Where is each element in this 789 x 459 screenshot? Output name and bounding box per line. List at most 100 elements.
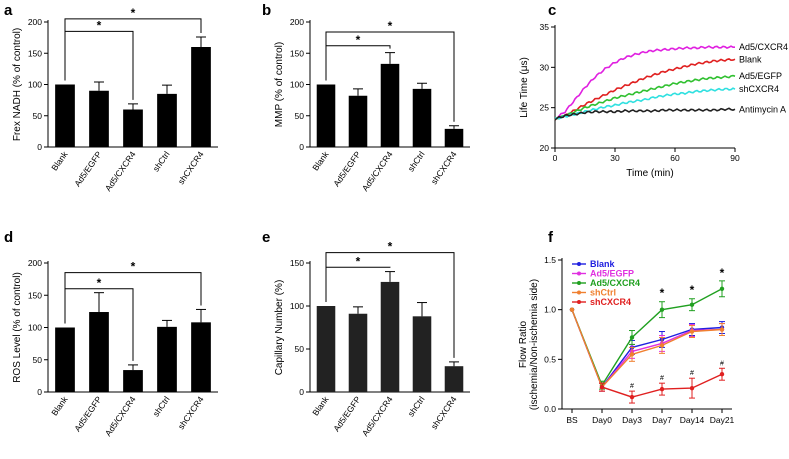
point-f-Ad5/CXCR4	[659, 307, 665, 312]
panel-label-c: c	[548, 2, 556, 19]
legend-label-Ad5/CXCR4: Ad5/CXCR4	[590, 278, 640, 288]
line-series-Blank	[554, 58, 736, 121]
significance-star-a: *	[97, 18, 102, 32]
line-series-Ad5/CXCR4	[554, 45, 735, 120]
annotation-f: #	[690, 370, 694, 377]
legend-label-shCtrl: shCtrl	[590, 288, 616, 298]
significance-star-d: *	[97, 276, 102, 290]
xtick-label-d: Ad5/EGFP	[72, 394, 104, 433]
legend-marker-shCXCR4	[577, 300, 581, 304]
panel-c-xtick-label: 30	[610, 153, 620, 163]
panel-f-ylabel-2: (ischemia/Non-ischemia side)	[529, 279, 540, 410]
panel-a-ytick-label: 200	[28, 17, 42, 27]
panel-f-xtick-label: BS	[566, 415, 578, 425]
xtick-label-b: Ad5/CXCR4	[360, 149, 395, 193]
panel-f-xtick-label: Day0	[592, 415, 612, 425]
bar-d-Ad5/CXCR4	[123, 370, 143, 392]
point-f-shCXCR4	[629, 394, 635, 400]
panel-d-ylabel: ROS Level (% of control)	[12, 272, 23, 383]
legend-marker-Ad5/CXCR4	[577, 281, 581, 285]
xtick-label-b: Ad5/EGFP	[331, 149, 363, 188]
panel-label-d: d	[4, 229, 13, 246]
panel-c-ytick-label: 20	[540, 143, 550, 153]
line-series-Ad5/EGFP	[571, 309, 723, 389]
bar-b-Blank	[316, 84, 336, 147]
line-series-Ad5/EGFP	[554, 74, 736, 120]
line-series-Blank	[571, 309, 723, 389]
bar-a-shCXCR4	[191, 47, 211, 147]
annotation-f: #	[720, 360, 724, 367]
panel-e-ylabel: Capillary Number (%)	[274, 280, 285, 376]
panel-a-ytick-label: 150	[28, 48, 42, 58]
panel-c-xtick-label: 0	[553, 153, 558, 163]
bar-a-Ad5/CXCR4	[123, 109, 143, 147]
panel-label-e: e	[262, 229, 270, 246]
significance-star-e: *	[388, 240, 393, 254]
xtick-label-b: shCXCR4	[429, 149, 459, 186]
xtick-label-a: shCtrl	[151, 149, 172, 173]
xtick-label-e: Ad5/EGFP	[331, 394, 363, 433]
panel-f-xtick-label: Day21	[710, 415, 735, 425]
panel-a-ytick-label: 0	[37, 142, 42, 152]
panel-c-ytick-label: 35	[540, 22, 550, 32]
point-f-shCXCR4	[599, 384, 605, 390]
panel-d-ytick-label: 200	[28, 258, 42, 268]
panel-a-ytick-label: 50	[33, 111, 43, 121]
xtick-label-b: Blank	[310, 149, 331, 173]
panel-label-a: a	[4, 2, 13, 19]
point-f-shCXCR4	[689, 385, 695, 391]
panel-b-ytick-label: 0	[299, 142, 304, 152]
panel-f-ytick-label: 0.5	[544, 354, 556, 364]
bar-e-Ad5/EGFP	[348, 313, 368, 392]
xtick-label-d: Ad5/CXCR4	[103, 394, 138, 438]
panel-f-ytick-label: 1.0	[544, 305, 556, 315]
significance-star-d: *	[131, 260, 136, 274]
panel-b-ytick-label: 200	[290, 17, 304, 27]
panel-f-xtick-label: Day14	[680, 415, 705, 425]
xtick-label-a: shCXCR4	[176, 149, 206, 186]
series-label-Ad5/CXCR4: Ad5/CXCR4	[739, 42, 788, 52]
significance-star-a: *	[131, 6, 136, 20]
significance-bracket-e	[325, 266, 391, 302]
bar-b-Ad5/CXCR4	[380, 63, 400, 147]
legend-label-shCXCR4: shCXCR4	[590, 297, 631, 307]
point-f-shCtrl	[659, 343, 665, 348]
panel-b-ytick-label: 100	[290, 80, 304, 90]
panel-c-ytick-label: 30	[540, 62, 550, 72]
series-label-shCXCR4: shCXCR4	[739, 84, 779, 94]
significance-bracket-b	[325, 45, 391, 81]
xtick-label-a: Blank	[49, 149, 70, 173]
xtick-label-d: shCXCR4	[176, 394, 206, 431]
point-f-shCXCR4	[659, 386, 665, 392]
legend-marker-Blank	[577, 262, 581, 266]
panel-a-ytick-label: 100	[28, 80, 42, 90]
panel-c-xtick-label: 90	[730, 153, 740, 163]
panel-b-ytick-label: 150	[290, 48, 304, 58]
significance-bracket-a	[64, 18, 202, 81]
point-f-shCtrl	[569, 307, 575, 312]
xtick-label-d: Blank	[49, 394, 70, 418]
annotation-f: #	[660, 375, 664, 382]
panel-f-ytick-label: 0.0	[544, 404, 556, 414]
annotation-f: *	[690, 283, 695, 297]
annotation-f: *	[660, 286, 665, 300]
panel-c-ylabel: Life Time (μs)	[519, 57, 530, 118]
panel-f-xtick-label: Day3	[622, 415, 642, 425]
bar-e-shCXCR4	[444, 366, 464, 392]
bar-d-Ad5/EGFP	[89, 312, 109, 392]
xtick-label-e: Blank	[310, 394, 331, 418]
panel-a-ylabel: Frex NADH (% of control)	[12, 28, 23, 141]
panel-f-xtick-label: Day7	[652, 415, 672, 425]
xtick-label-e: shCtrl	[406, 394, 427, 418]
legend-marker-Ad5/EGFP	[577, 271, 581, 276]
bar-b-shCtrl	[412, 88, 432, 147]
line-series-Antimycin A	[554, 107, 736, 121]
point-f-shCtrl	[719, 327, 725, 332]
point-f-Ad5/CXCR4	[719, 286, 725, 292]
panel-e-ytick-label: 50	[295, 344, 305, 354]
xtick-label-d: shCtrl	[151, 394, 172, 418]
panel-e-ytick-label: 100	[290, 301, 304, 311]
point-f-shCXCR4	[719, 372, 725, 377]
bar-d-shCtrl	[157, 326, 177, 392]
